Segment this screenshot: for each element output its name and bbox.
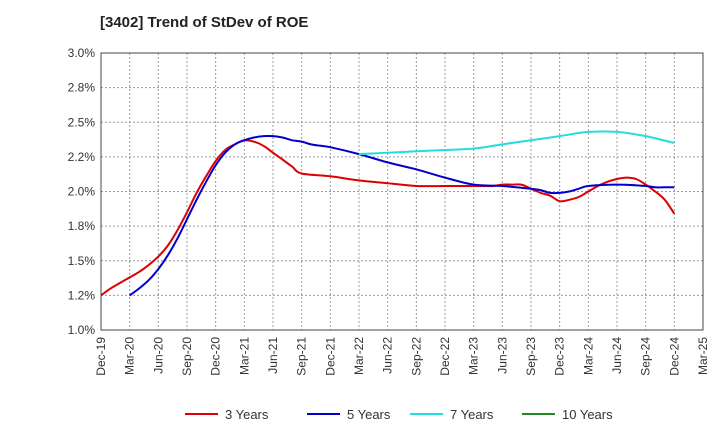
x-tick-label: Dec-20	[209, 337, 223, 376]
y-tick-label: 2.2%	[68, 150, 96, 164]
plot-area	[100, 52, 704, 331]
x-tick-label: Jun-24	[610, 337, 624, 374]
x-tick-label: Mar-21	[237, 337, 251, 375]
series-lines	[100, 130, 676, 297]
x-tick-label: Jun-22	[381, 337, 395, 374]
y-tick-label: 2.5%	[68, 115, 96, 129]
series-line-5-years	[129, 134, 675, 297]
grid-lines	[100, 52, 704, 331]
chart-title: [3402] Trend of StDev of ROE	[100, 14, 309, 31]
x-tick-label: Sep-24	[639, 337, 653, 376]
x-tick-label: Jun-21	[266, 337, 280, 374]
y-tick-label: 1.8%	[68, 219, 96, 233]
x-tick-label: Sep-23	[524, 337, 538, 376]
x-tick-label: Sep-21	[295, 337, 309, 376]
legend-label-7-years: 7 Years	[450, 407, 494, 422]
x-tick-label: Dec-23	[553, 337, 567, 376]
y-tick-label: 2.0%	[68, 185, 96, 199]
x-tick-label: Sep-20	[180, 337, 194, 376]
y-tick-label: 1.2%	[68, 288, 96, 302]
x-tick-label: Mar-25	[696, 337, 710, 375]
legend: 3 Years 5 Years 7 Years 10 Years	[185, 407, 613, 422]
x-axis-ticks: Dec-19 Mar-20 Jun-20 Sep-20 Dec-20 Mar-21 Jun-…	[94, 337, 710, 376]
x-tick-label: Mar-20	[123, 337, 137, 375]
x-tick-label: Mar-24	[581, 337, 595, 375]
y-tick-label: 1.5%	[68, 254, 96, 268]
y-tick-label: 1.0%	[68, 323, 96, 337]
x-tick-label: Dec-24	[667, 337, 681, 376]
legend-label-10-years: 10 Years	[562, 407, 613, 422]
x-tick-label: Jun-23	[495, 337, 509, 374]
legend-label-3-years: 3 Years	[225, 407, 269, 422]
series-line-7-years	[358, 130, 675, 156]
legend-label-5-years: 5 Years	[347, 407, 391, 422]
x-tick-label: Dec-21	[323, 337, 337, 376]
y-tick-label: 3.0%	[68, 46, 96, 60]
y-tick-label: 2.8%	[68, 81, 96, 95]
y-axis-ticks: 1.0% 1.2% 1.5% 1.8% 2.0% 2.2% 2.5% 2.8% 3.0%	[68, 46, 96, 337]
x-tick-label: Jun-20	[151, 337, 165, 374]
x-tick-label: Dec-19	[94, 337, 108, 376]
x-tick-label: Mar-23	[467, 337, 481, 375]
x-tick-label: Mar-22	[352, 337, 366, 375]
x-tick-label: Dec-22	[438, 337, 452, 376]
x-tick-label: Sep-22	[409, 337, 423, 376]
